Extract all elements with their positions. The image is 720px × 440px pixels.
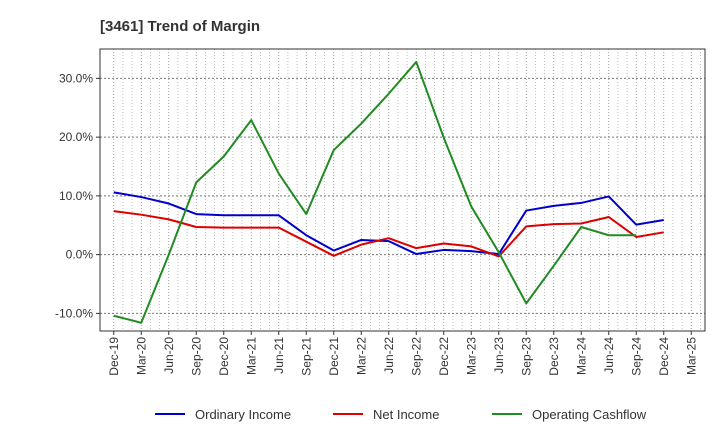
series-line-net-income [113, 210, 664, 258]
plot-border [99, 48, 706, 332]
x-tick-label: Jun-20 [162, 337, 176, 374]
legend: Ordinary Income Net Income Operating Cashf… [155, 407, 647, 422]
y-axis-ticks: -10.0% 0.0% 10.0% 20.0% 30.0% [55, 71, 100, 320]
legend-label-ordinary-income: Ordinary Income [195, 407, 291, 422]
gridlines [100, 49, 705, 331]
x-axis-ticks: Dec-19 Mar-20 Jun-20 Sep-20 Dec-20 Mar-21 Jun-… [107, 331, 698, 376]
series-line-operating-cashflow [113, 60, 637, 324]
x-tick-label: Jun-24 [602, 337, 616, 374]
x-tick-label: Sep-23 [519, 337, 533, 376]
x-tick-label: Dec-20 [217, 337, 231, 376]
x-tick-label: Jun-23 [492, 337, 506, 374]
y-tick-label: 0.0% [66, 248, 94, 262]
x-tick-label: Dec-19 [107, 337, 121, 376]
series-line-ordinary-income [113, 191, 664, 256]
plot-area [100, 49, 705, 331]
x-tick-label: Dec-24 [657, 337, 671, 376]
x-tick-label: Jun-21 [272, 337, 286, 374]
x-tick-label: Mar-25 [684, 337, 698, 375]
y-tick-label: 30.0% [59, 71, 93, 85]
y-tick-label: -10.0% [55, 306, 93, 320]
x-tick-label: Sep-20 [189, 337, 203, 376]
x-tick-label: Dec-22 [437, 337, 451, 376]
x-tick-label: Sep-21 [299, 337, 313, 376]
legend-label-net-income: Net Income [373, 407, 439, 422]
x-tick-label: Jun-22 [382, 337, 396, 374]
y-tick-label: 20.0% [59, 130, 93, 144]
plot-background [100, 49, 705, 331]
y-tick-label: 10.0% [59, 189, 93, 203]
x-tick-label: Sep-24 [629, 337, 643, 376]
legend-label-operating-cashflow: Operating Cashflow [532, 407, 647, 422]
x-tick-label: Dec-23 [547, 337, 561, 376]
x-tick-label: Mar-24 [574, 337, 588, 375]
x-tick-label: Mar-20 [134, 337, 148, 375]
chart-title: [3461] Trend of Margin [100, 18, 260, 35]
x-tick-label: Dec-21 [327, 337, 341, 376]
series-lines [113, 60, 664, 324]
x-tick-label: Mar-21 [244, 337, 258, 375]
plot-frame [99, 48, 706, 332]
x-tick-label: Mar-22 [354, 337, 368, 375]
x-tick-label: Mar-23 [464, 337, 478, 375]
x-tick-label: Sep-22 [409, 337, 423, 376]
